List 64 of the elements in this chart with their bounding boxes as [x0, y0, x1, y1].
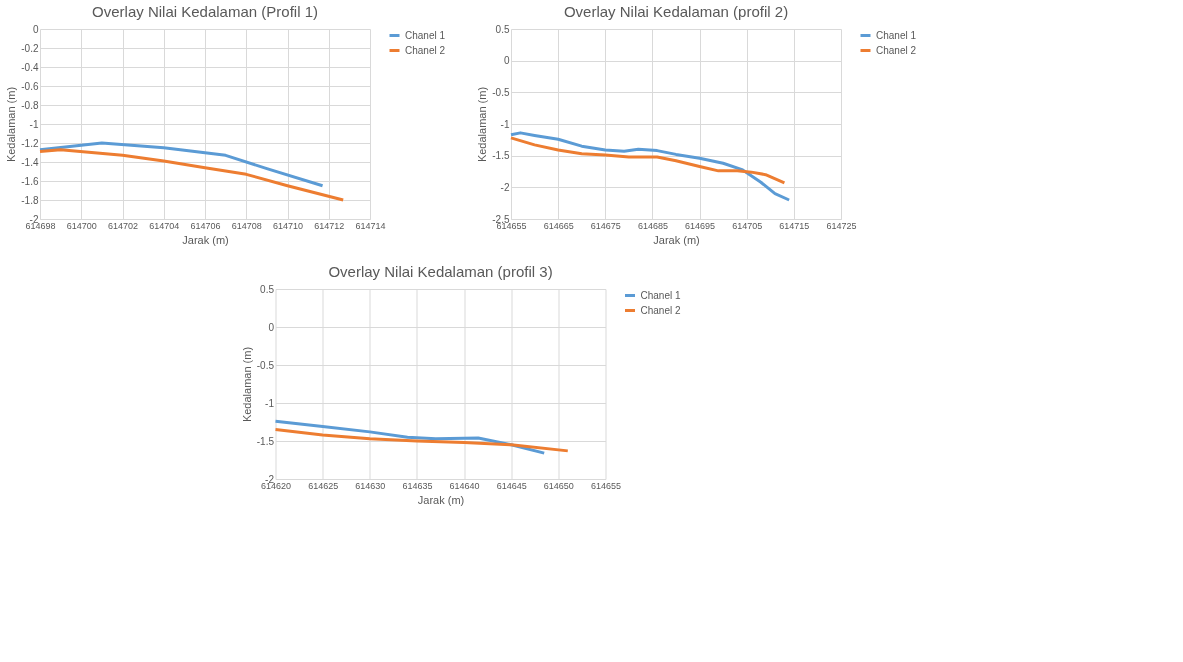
legend-label: Chanel 2 [405, 44, 446, 56]
y-tick-label: -1.2 [21, 137, 39, 149]
x-tick-label: 614695 [685, 220, 716, 231]
x-tick-label: 614725 [826, 220, 857, 231]
line-series [274, 428, 570, 453]
y-tick-label: -1 [265, 397, 275, 409]
y-tick-label: -0.4 [21, 61, 39, 73]
y-tick-label: -0.8 [21, 99, 39, 111]
x-tick-label: 614635 [402, 480, 433, 491]
y-tick-label: -1.8 [21, 194, 39, 206]
y-tick-label: 0.5 [260, 283, 275, 295]
line-series [509, 131, 791, 202]
y-tick-label: 0 [32, 23, 39, 35]
y-tick-label: -0.2 [21, 42, 39, 54]
x-axis-title: Jarak (m) [417, 493, 465, 506]
y-tick-label: -1.5 [492, 150, 510, 162]
x-tick-label: 614708 [231, 220, 262, 231]
y-tick-label: 0 [503, 55, 510, 67]
x-tick-label: 614675 [590, 220, 621, 231]
chart-title: Overlay Nilai Kedalaman (profil 3) [328, 263, 553, 280]
y-tick-label: -0.5 [256, 359, 275, 371]
y-tick-label: -0.6 [21, 80, 39, 92]
x-tick-label: 614705 [732, 220, 763, 231]
x-tick-label: 614685 [637, 220, 668, 231]
y-tick-label: -1 [29, 118, 39, 130]
y-tick-label: 0 [268, 321, 275, 333]
y-tick-label: -2 [500, 181, 510, 193]
x-tick-label: 614650 [543, 480, 574, 491]
line-series [38, 148, 345, 202]
x-tick-label: 614712 [314, 220, 345, 231]
y-axis-title: Kedalaman (m) [240, 346, 253, 423]
y-tick-label: 0.5 [495, 23, 510, 35]
x-tick-label: 614630 [355, 480, 386, 491]
x-tick-label: 614710 [272, 220, 304, 231]
legend-label: Chanel 2 [640, 304, 681, 316]
y-tick-label: -1.6 [21, 175, 39, 187]
chart-title: Overlay Nilai Kedalaman (profil 2) [563, 3, 789, 20]
x-axis-title: Jarak (m) [653, 233, 700, 246]
x-tick-label: 614655 [590, 480, 622, 491]
x-tick-label: 614645 [496, 480, 527, 491]
x-tick-label: 614714 [355, 220, 386, 231]
line-series [509, 136, 786, 185]
y-axis-title: Kedalaman (m) [476, 86, 489, 163]
x-tick-label: 614715 [779, 220, 810, 231]
y-tick-label: -1.5 [256, 435, 275, 447]
line-series [38, 141, 325, 188]
x-tick-label: 614625 [308, 480, 339, 491]
legend-label: Chanel 1 [640, 289, 681, 301]
x-axis-title: Jarak (m) [182, 233, 229, 246]
chart-title: Overlay Nilai Kedalaman (Profil 1) [92, 3, 318, 20]
y-axis-title: Kedalaman (m) [5, 86, 18, 163]
y-tick-label: -1 [500, 118, 510, 130]
x-tick-label: 614706 [190, 220, 221, 231]
x-tick-label: 614704 [149, 220, 180, 231]
x-tick-label: 614665 [543, 220, 574, 231]
legend-label: Chanel 1 [876, 29, 917, 41]
line-series [274, 419, 546, 455]
legend-label: Chanel 1 [405, 29, 446, 41]
y-tick-label: -0.5 [492, 86, 510, 98]
x-tick-label: 614702 [107, 220, 139, 231]
x-tick-label: 614700 [66, 220, 97, 231]
y-tick-label: -1.4 [21, 156, 39, 168]
legend-label: Chanel 2 [876, 44, 917, 56]
x-tick-label: 614640 [449, 480, 480, 491]
